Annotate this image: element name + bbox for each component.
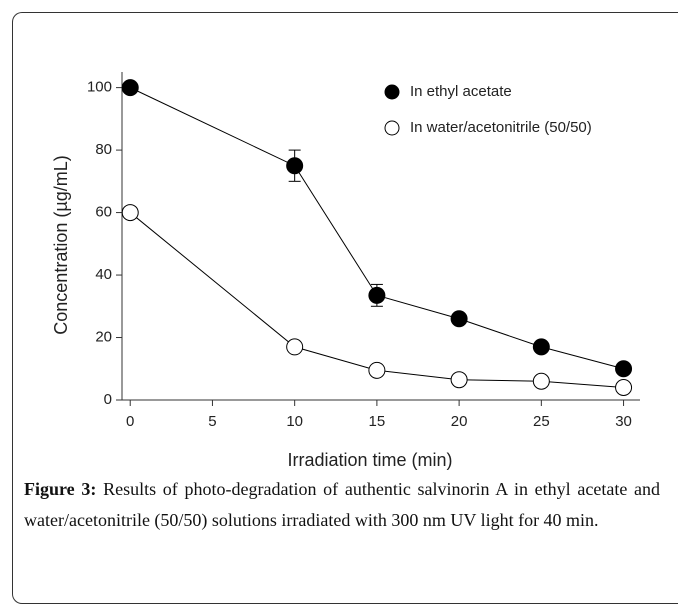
x-tick-label: 15	[369, 413, 386, 430]
caption-text: Results of photo-degradation of authenti…	[24, 479, 661, 530]
data-point	[368, 286, 386, 304]
data-point	[615, 379, 633, 397]
x-tick-label: 30	[615, 413, 632, 430]
y-tick-label: 0	[104, 391, 112, 408]
x-tick-label: 25	[533, 413, 550, 430]
data-point	[121, 79, 139, 97]
caption-label: Figure 3:	[24, 479, 97, 499]
y-tick-label: 100	[87, 79, 112, 96]
chart: Concentration (µg/mL) Irradiation time (…	[51, 72, 640, 470]
data-point	[286, 338, 304, 356]
data-point	[286, 157, 304, 175]
y-tick-label: 40	[95, 266, 112, 283]
data-point	[450, 371, 468, 389]
x-tick-label: 5	[208, 413, 216, 430]
figure-frame	[12, 12, 678, 604]
data-point	[121, 204, 139, 222]
legend-label: In water/acetonitrile (50/50)	[410, 119, 592, 136]
x-axis-label: Irradiation time (min)	[287, 450, 452, 470]
y-axis-label: Concentration (µg/mL)	[51, 155, 71, 334]
data-point	[615, 360, 633, 378]
series-line	[129, 212, 624, 389]
x-tick-label: 20	[451, 413, 468, 430]
data-point	[368, 361, 386, 379]
legend-marker	[384, 84, 400, 100]
data-point	[450, 310, 468, 328]
caption: Figure 3: Results of photo-degradation o…	[24, 474, 660, 536]
series-line	[130, 87, 624, 370]
y-tick-label: 60	[95, 204, 112, 221]
data-point	[532, 372, 550, 390]
x-tick-label: 10	[286, 413, 303, 430]
legend-marker	[384, 120, 400, 136]
x-tick-label: 0	[126, 413, 134, 430]
legend-label: In ethyl acetate	[410, 83, 512, 100]
y-tick-label: 80	[95, 141, 112, 158]
y-tick-label: 20	[95, 328, 112, 345]
data-point	[532, 338, 550, 356]
